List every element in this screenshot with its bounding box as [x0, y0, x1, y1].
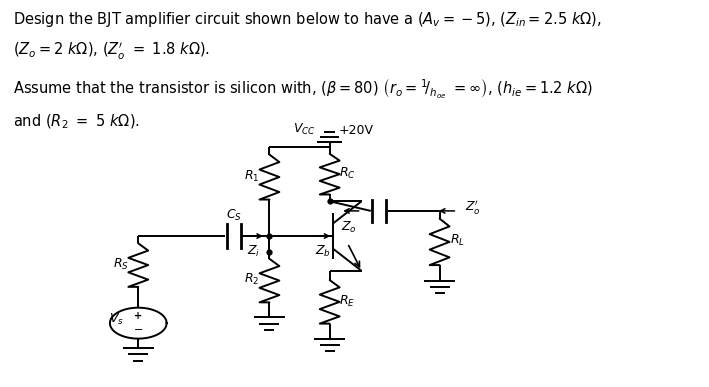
Text: $Z_b$: $Z_b$: [315, 244, 330, 259]
Text: $(Z_o = 2\ k\Omega)$, $(Z_o^{\prime}\ =\ 1.8\ k\Omega)$.: $(Z_o = 2\ k\Omega)$, $(Z_o^{\prime}\ =\…: [13, 41, 210, 62]
Text: $R_S$: $R_S$: [113, 257, 129, 272]
Text: +20V: +20V: [339, 124, 374, 137]
Text: $C_S$: $C_S$: [226, 208, 242, 223]
Text: $R_C$: $R_C$: [339, 165, 356, 181]
Text: $V_s$: $V_s$: [109, 312, 124, 327]
Text: $R_E$: $R_E$: [339, 293, 355, 309]
Text: Design the BJT amplifier circuit shown below to have a $(A_v = -5)$, $(Z_{in} = : Design the BJT amplifier circuit shown b…: [13, 10, 601, 29]
Text: +: +: [134, 311, 143, 321]
Text: $R_2$: $R_2$: [244, 272, 259, 287]
Text: $Z_o$: $Z_o$: [341, 220, 357, 235]
Text: $Z_i$: $Z_i$: [247, 244, 260, 259]
Text: $R_1$: $R_1$: [244, 169, 259, 185]
Text: $R_L$: $R_L$: [450, 233, 464, 248]
Text: $V_{CC}$: $V_{CC}$: [293, 122, 316, 137]
Text: −: −: [133, 325, 143, 335]
Text: and $(R_2\ =\ 5\ k\Omega)$.: and $(R_2\ =\ 5\ k\Omega)$.: [13, 112, 140, 131]
Text: Assume that the transistor is silicon with, $(\beta = 80)$ $\left(r_o = {}^{1}\!: Assume that the transistor is silicon wi…: [13, 77, 593, 101]
Text: $Z_o^{\prime}$: $Z_o^{\prime}$: [465, 198, 481, 216]
